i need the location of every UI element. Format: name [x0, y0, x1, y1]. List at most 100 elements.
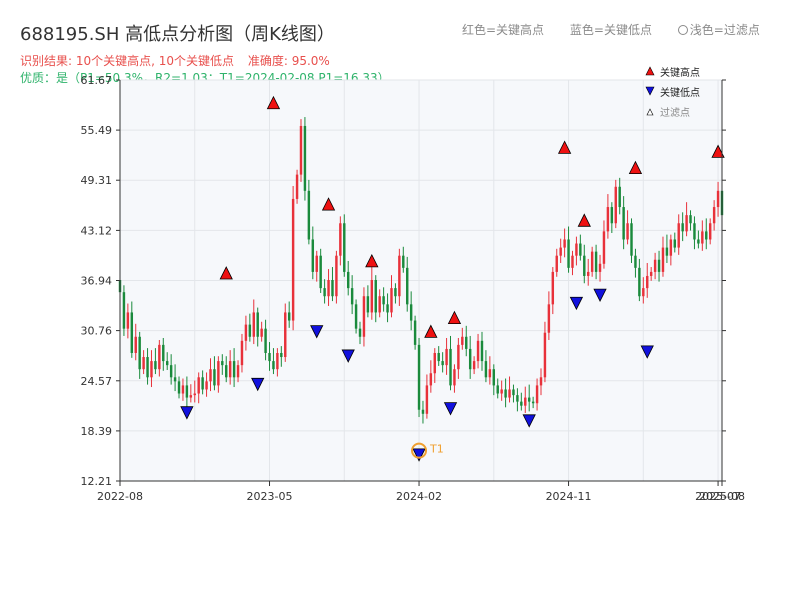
candle-body: [252, 312, 255, 337]
candle-body: [346, 271, 350, 289]
candle-body: [496, 385, 499, 394]
key-high-marker: [365, 253, 379, 268]
legend-red-text: 红色=关键高点: [462, 23, 545, 37]
result-text: 识别结果: 10个关键高点, 10个关键低点: [20, 54, 235, 68]
x-tick-label: 2025-07: [695, 490, 741, 503]
candle-body: [122, 292, 126, 329]
candle-body: [693, 223, 696, 240]
candle-body: [280, 352, 283, 358]
top-legend: 红色=关键高点 蓝色=关键低点 浅色=过滤点: [462, 21, 782, 38]
candle-body: [173, 377, 177, 382]
candle-body: [169, 365, 173, 378]
candle-body: [287, 312, 291, 321]
candle-body: [512, 389, 515, 396]
grid-lines: [119, 79, 723, 482]
candle-body: [563, 239, 566, 248]
candle-body: [441, 361, 444, 366]
candle-body: [354, 304, 358, 329]
candle-body: [264, 328, 267, 353]
candle-body: [307, 190, 311, 240]
candle-body: [291, 198, 295, 321]
candle-body: [413, 320, 417, 345]
candle-body: [602, 231, 606, 264]
candle-body: [146, 357, 149, 378]
candle-body: [520, 401, 523, 406]
candle-body: [315, 255, 318, 272]
candle-body: [657, 259, 661, 272]
candle-body: [244, 324, 248, 341]
candle-body: [661, 247, 665, 272]
key-high-marker: [219, 266, 233, 280]
candle-body: [712, 207, 716, 224]
x-tick-label: 2024-11: [546, 490, 592, 503]
candle-body: [225, 365, 228, 378]
legend-high-icon: [645, 66, 655, 76]
legend-blue-text: 蓝色=关键低点: [569, 23, 652, 37]
candle-body: [260, 328, 263, 337]
key-low-marker: [341, 349, 355, 363]
candle-body: [425, 385, 429, 414]
candle-body: [177, 381, 181, 394]
key-high-marker: [628, 160, 643, 175]
candle-body: [232, 361, 236, 378]
candle-body: [409, 304, 413, 321]
candle-body: [162, 344, 165, 362]
key-low-marker: [522, 414, 536, 428]
candle-body: [551, 271, 555, 305]
candle-body: [421, 409, 425, 414]
candle-body: [669, 239, 673, 256]
x-tick-label: 2022-08: [97, 490, 143, 503]
candle-body: [590, 251, 594, 272]
candle-body: [390, 288, 393, 313]
candle-body: [398, 255, 401, 297]
chart-title: 688195.SH 高低点分析图（周K线图）: [20, 24, 335, 45]
candle-body: [449, 348, 452, 386]
candle-body: [555, 255, 558, 272]
candle-body: [535, 385, 539, 404]
x-tick-label: 2025-08: [699, 490, 745, 503]
candle-body: [201, 377, 204, 390]
candle-body: [716, 190, 720, 208]
x-tick-label: 2024-02: [396, 490, 442, 503]
key-high-marker: [266, 95, 281, 110]
y-tick-label: 12.21: [81, 475, 113, 488]
candle-body: [193, 393, 196, 396]
candle-body: [653, 259, 657, 272]
key-low-marker: [180, 406, 194, 420]
legend-filtered-icon: [646, 108, 654, 116]
candle-body: [268, 352, 271, 362]
candle-body: [394, 288, 397, 297]
candle-body: [567, 239, 570, 268]
candle-body: [705, 231, 708, 240]
legend-high-label: 关键高点: [660, 66, 700, 79]
candle-body: [547, 304, 551, 333]
candle-body: [445, 348, 448, 366]
candle-body: [673, 239, 677, 248]
key-high-marker: [577, 213, 591, 227]
candle-body: [126, 312, 130, 329]
candle-body: [150, 361, 153, 378]
candle-body: [284, 312, 287, 358]
candle-body: [142, 357, 145, 370]
candle-body: [476, 340, 480, 362]
candle-body: [335, 255, 338, 297]
candle-body: [531, 401, 535, 404]
candle-body: [221, 361, 224, 366]
legend-filtered-text: 浅色=过滤点: [689, 23, 760, 37]
legend-low-label: 关键低点: [660, 86, 700, 99]
candle-body: [504, 389, 507, 398]
candle-body: [205, 381, 208, 390]
candle-body: [256, 312, 259, 337]
candle-body: [130, 312, 134, 353]
candle-body: [248, 324, 252, 337]
key-high-marker: [447, 310, 462, 325]
candle-body: [583, 255, 586, 276]
candle-body: [571, 255, 574, 268]
candle-body: [343, 223, 346, 272]
candle-body: [362, 296, 366, 337]
candle-body: [366, 296, 370, 313]
candle-body: [165, 361, 169, 366]
candle-body: [610, 207, 614, 224]
candle-body: [457, 344, 460, 370]
